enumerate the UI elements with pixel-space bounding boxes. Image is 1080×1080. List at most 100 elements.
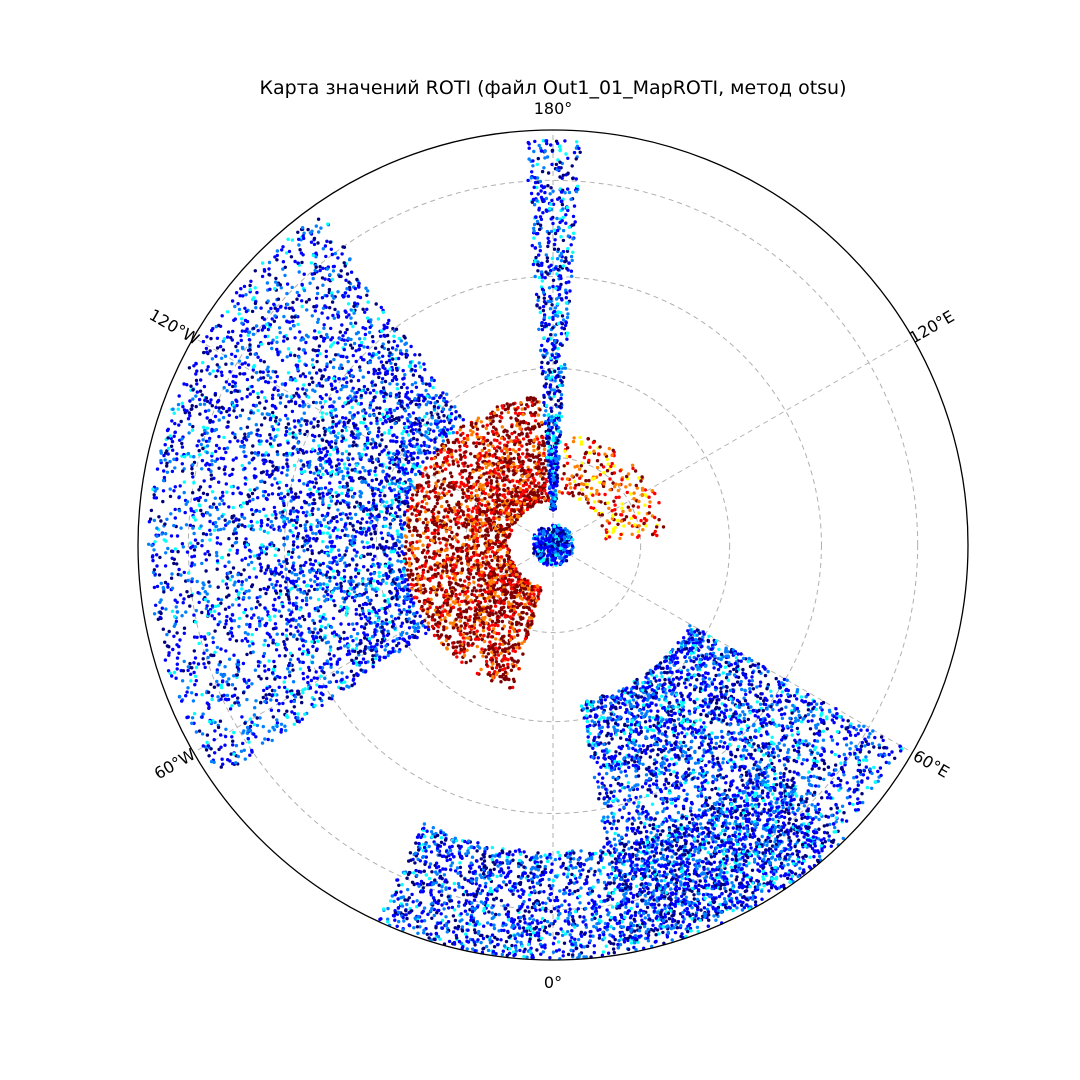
data-point: [505, 448, 509, 452]
data-point: [496, 466, 500, 470]
data-point: [540, 491, 544, 496]
data-point: [525, 434, 529, 438]
data-point: [245, 425, 250, 429]
data-point: [500, 404, 504, 408]
data-point: [490, 472, 494, 476]
data-point: [410, 551, 415, 555]
data-point: [344, 527, 348, 531]
data-point: [461, 636, 465, 640]
data-point: [217, 409, 221, 413]
data-point: [447, 636, 451, 640]
data-point: [304, 596, 309, 600]
data-point: [494, 656, 498, 661]
data-point: [304, 300, 309, 304]
data-point: [219, 598, 224, 602]
data-point: [507, 629, 512, 633]
data-point: [455, 546, 460, 551]
data-point: [570, 544, 575, 548]
data-point: [469, 494, 474, 498]
data-point: [481, 487, 486, 491]
data-point: [598, 445, 602, 449]
data-point: [508, 615, 512, 619]
data-point: [372, 413, 376, 418]
data-point: [528, 470, 532, 474]
data-point: [517, 575, 521, 579]
data-point: [432, 633, 437, 638]
data-point: [475, 671, 480, 676]
data-point: [610, 509, 614, 513]
data-point: [462, 650, 466, 654]
data-point: [202, 651, 206, 655]
data-point: [414, 513, 418, 518]
data-point: [161, 499, 165, 504]
data-point: [540, 541, 544, 546]
data-point: [517, 432, 521, 437]
data-point: [565, 550, 570, 555]
data-point: [423, 564, 427, 568]
data-point: [483, 462, 487, 466]
data-point: [354, 656, 359, 660]
data-point: [563, 486, 568, 490]
data-point: [266, 412, 270, 417]
data-point: [437, 510, 441, 515]
data-point: [470, 589, 475, 593]
data-point: [481, 560, 485, 565]
data-point: [549, 533, 553, 538]
data-point: [425, 490, 429, 494]
data-point: [429, 457, 434, 461]
data-point: [301, 677, 306, 681]
data-point: [322, 612, 326, 617]
data-point: [449, 563, 453, 567]
data-point: [215, 541, 219, 545]
data-point: [647, 495, 651, 499]
data-point: [400, 550, 404, 554]
data-point: [258, 442, 262, 446]
data-point: [234, 536, 239, 541]
data-point: [448, 543, 453, 547]
data-point: [288, 432, 292, 436]
data-point: [429, 587, 433, 591]
data-point: [636, 535, 640, 539]
data-point: [393, 586, 398, 591]
data-point: [316, 639, 320, 643]
data-point: [436, 479, 440, 483]
data-point: [175, 631, 179, 635]
data-point: [270, 341, 274, 345]
data-point: [485, 527, 489, 531]
data-point: [460, 488, 465, 492]
data-point: [618, 536, 622, 541]
data-point: [177, 423, 181, 427]
data-point: [436, 491, 441, 496]
data-point: [498, 665, 502, 669]
data-point: [473, 543, 477, 547]
data-point: [312, 537, 316, 541]
data-point: [437, 581, 441, 585]
data-point: [534, 500, 538, 504]
data-point: [152, 585, 157, 590]
data-point: [605, 469, 610, 473]
data-point: [488, 646, 493, 650]
data-point: [544, 492, 548, 496]
data-point: [344, 549, 348, 553]
data-point: [442, 593, 446, 597]
data-point: [184, 523, 189, 527]
data-point: [547, 536, 552, 540]
data-point: [302, 549, 306, 553]
data-point: [589, 486, 594, 491]
data-point: [510, 479, 515, 483]
data-point: [499, 651, 503, 655]
data-point: [556, 543, 560, 547]
data-point: [492, 642, 496, 647]
data-point: [239, 444, 243, 449]
data-point: [527, 616, 532, 620]
data-point: [507, 642, 511, 646]
data-point: [329, 247, 333, 251]
data-point: [221, 579, 225, 583]
data-point: [399, 533, 403, 537]
data-point: [515, 469, 519, 473]
data-point: [191, 475, 195, 479]
data-point: [474, 421, 478, 426]
data-point: [434, 622, 438, 626]
data-point: [484, 465, 489, 470]
data-point: [210, 357, 215, 361]
